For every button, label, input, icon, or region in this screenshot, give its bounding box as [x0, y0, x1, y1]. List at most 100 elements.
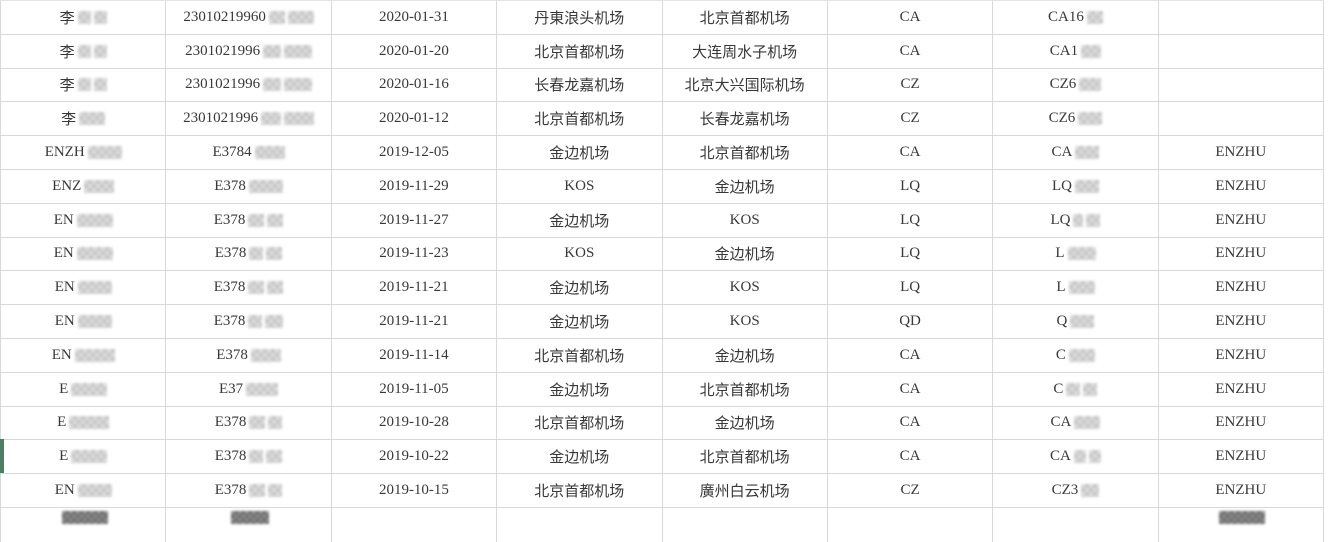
- cell-passenger-name[interactable]: EN: [1, 338, 167, 372]
- cell-flight-date[interactable]: 2019-11-21: [332, 271, 498, 305]
- cell-departure-airport[interactable]: 北京首都机场: [497, 102, 663, 136]
- cell-id-number[interactable]: 23010219960: [166, 1, 332, 34]
- cell-passenger-name[interactable]: ENZH: [1, 136, 167, 169]
- cell-clipped[interactable]: [332, 507, 498, 542]
- cell-departure-airport[interactable]: 金边机场: [497, 136, 663, 169]
- cell-departure-airport[interactable]: 金边机场: [497, 203, 663, 237]
- cell-flight-number[interactable]: Q: [993, 305, 1159, 338]
- cell-flight-number[interactable]: CA16: [993, 1, 1159, 34]
- cell-flight-date[interactable]: 2019-11-23: [332, 237, 498, 271]
- cell-passenger-tag[interactable]: ENZHU: [1159, 136, 1324, 169]
- cell-clipped[interactable]: [1159, 507, 1324, 542]
- cell-arrival-airport[interactable]: 廣州白云机场: [663, 474, 828, 507]
- cell-arrival-airport[interactable]: 金边机场: [663, 338, 828, 372]
- cell-flight-number[interactable]: CZ6: [993, 102, 1159, 136]
- cell-airline-code[interactable]: LQ: [828, 203, 994, 237]
- cell-departure-airport[interactable]: 北京首都机场: [497, 406, 663, 440]
- cell-flight-date[interactable]: 2020-01-20: [332, 34, 498, 68]
- cell-passenger-tag[interactable]: ENZHU: [1159, 474, 1324, 507]
- cell-passenger-name[interactable]: 李: [1, 102, 167, 136]
- cell-airline-code[interactable]: CZ: [828, 474, 994, 507]
- cell-id-number[interactable]: E378: [166, 338, 332, 372]
- cell-departure-airport[interactable]: 丹東浪头机场: [497, 1, 663, 34]
- cell-flight-date[interactable]: 2019-11-29: [332, 169, 498, 203]
- cell-flight-number[interactable]: CZ3: [993, 474, 1159, 507]
- cell-flight-date[interactable]: 2020-01-31: [332, 1, 498, 34]
- cell-passenger-tag[interactable]: ENZHU: [1159, 338, 1324, 372]
- cell-airline-code[interactable]: CA: [828, 1, 994, 34]
- cell-clipped[interactable]: [663, 507, 828, 542]
- cell-passenger-name[interactable]: 李: [1, 68, 167, 102]
- cell-flight-number[interactable]: CA1: [993, 34, 1159, 68]
- cell-arrival-airport[interactable]: 北京首都机场: [663, 136, 828, 169]
- cell-arrival-airport[interactable]: 金边机场: [663, 237, 828, 271]
- cell-flight-date[interactable]: 2019-10-22: [332, 440, 498, 474]
- cell-passenger-tag[interactable]: ENZHU: [1159, 440, 1324, 474]
- cell-arrival-airport[interactable]: 北京大兴国际机场: [663, 68, 828, 102]
- cell-airline-code[interactable]: CA: [828, 136, 994, 169]
- cell-id-number[interactable]: E378: [166, 169, 332, 203]
- cell-flight-number[interactable]: CA: [993, 136, 1159, 169]
- cell-passenger-name[interactable]: EN: [1, 203, 167, 237]
- cell-flight-number[interactable]: L: [993, 271, 1159, 305]
- cell-passenger-name[interactable]: E: [1, 440, 167, 474]
- cell-airline-code[interactable]: CZ: [828, 102, 994, 136]
- cell-departure-airport[interactable]: KOS: [497, 237, 663, 271]
- cell-flight-number[interactable]: L: [993, 237, 1159, 271]
- cell-arrival-airport[interactable]: 金边机场: [663, 406, 828, 440]
- cell-flight-number[interactable]: LQ: [993, 203, 1159, 237]
- cell-flight-number[interactable]: LQ: [993, 169, 1159, 203]
- cell-id-number[interactable]: 2301021996: [166, 102, 332, 136]
- cell-departure-airport[interactable]: KOS: [497, 169, 663, 203]
- cell-departure-airport[interactable]: 金边机场: [497, 372, 663, 406]
- cell-arrival-airport[interactable]: 北京首都机场: [663, 1, 828, 34]
- cell-id-number[interactable]: E3784: [166, 136, 332, 169]
- cell-arrival-airport[interactable]: KOS: [663, 271, 828, 305]
- cell-departure-airport[interactable]: 北京首都机场: [497, 34, 663, 68]
- cell-passenger-tag[interactable]: [1159, 68, 1324, 102]
- cell-airline-code[interactable]: LQ: [828, 271, 994, 305]
- cell-flight-date[interactable]: 2019-10-15: [332, 474, 498, 507]
- cell-flight-date[interactable]: 2019-11-21: [332, 305, 498, 338]
- cell-airline-code[interactable]: CA: [828, 440, 994, 474]
- cell-passenger-tag[interactable]: [1159, 34, 1324, 68]
- cell-departure-airport[interactable]: 北京首都机场: [497, 474, 663, 507]
- cell-flight-date[interactable]: 2020-01-12: [332, 102, 498, 136]
- cell-airline-code[interactable]: CZ: [828, 68, 994, 102]
- cell-id-number[interactable]: E378: [166, 203, 332, 237]
- cell-flight-number[interactable]: CZ6: [993, 68, 1159, 102]
- cell-id-number[interactable]: E378: [166, 474, 332, 507]
- cell-passenger-name[interactable]: ENZ: [1, 169, 167, 203]
- cell-passenger-name[interactable]: E: [1, 406, 167, 440]
- cell-arrival-airport[interactable]: KOS: [663, 305, 828, 338]
- cell-departure-airport[interactable]: 北京首都机场: [497, 338, 663, 372]
- cell-passenger-tag[interactable]: ENZHU: [1159, 305, 1324, 338]
- cell-passenger-tag[interactable]: ENZHU: [1159, 203, 1324, 237]
- cell-passenger-tag[interactable]: [1159, 102, 1324, 136]
- cell-passenger-name[interactable]: EN: [1, 271, 167, 305]
- cell-departure-airport[interactable]: 金边机场: [497, 440, 663, 474]
- cell-flight-number[interactable]: C: [993, 338, 1159, 372]
- cell-airline-code[interactable]: LQ: [828, 237, 994, 271]
- cell-departure-airport[interactable]: 金边机场: [497, 271, 663, 305]
- cell-airline-code[interactable]: LQ: [828, 169, 994, 203]
- cell-flight-date[interactable]: 2019-11-05: [332, 372, 498, 406]
- cell-id-number[interactable]: E378: [166, 406, 332, 440]
- cell-id-number[interactable]: E378: [166, 237, 332, 271]
- cell-id-number[interactable]: E378: [166, 271, 332, 305]
- cell-passenger-name[interactable]: 李: [1, 1, 167, 34]
- cell-flight-number[interactable]: CA: [993, 406, 1159, 440]
- cell-id-number[interactable]: E378: [166, 440, 332, 474]
- cell-passenger-name[interactable]: EN: [1, 305, 167, 338]
- cell-flight-date[interactable]: 2019-12-05: [332, 136, 498, 169]
- cell-arrival-airport[interactable]: KOS: [663, 203, 828, 237]
- cell-arrival-airport[interactable]: 北京首都机场: [663, 440, 828, 474]
- cell-arrival-airport[interactable]: 金边机场: [663, 169, 828, 203]
- cell-id-number[interactable]: 2301021996: [166, 68, 332, 102]
- cell-flight-date[interactable]: 2020-01-16: [332, 68, 498, 102]
- cell-flight-number[interactable]: CA: [993, 440, 1159, 474]
- cell-passenger-tag[interactable]: ENZHU: [1159, 271, 1324, 305]
- cell-passenger-tag[interactable]: ENZHU: [1159, 372, 1324, 406]
- cell-passenger-name[interactable]: 李: [1, 34, 167, 68]
- cell-airline-code[interactable]: QD: [828, 305, 994, 338]
